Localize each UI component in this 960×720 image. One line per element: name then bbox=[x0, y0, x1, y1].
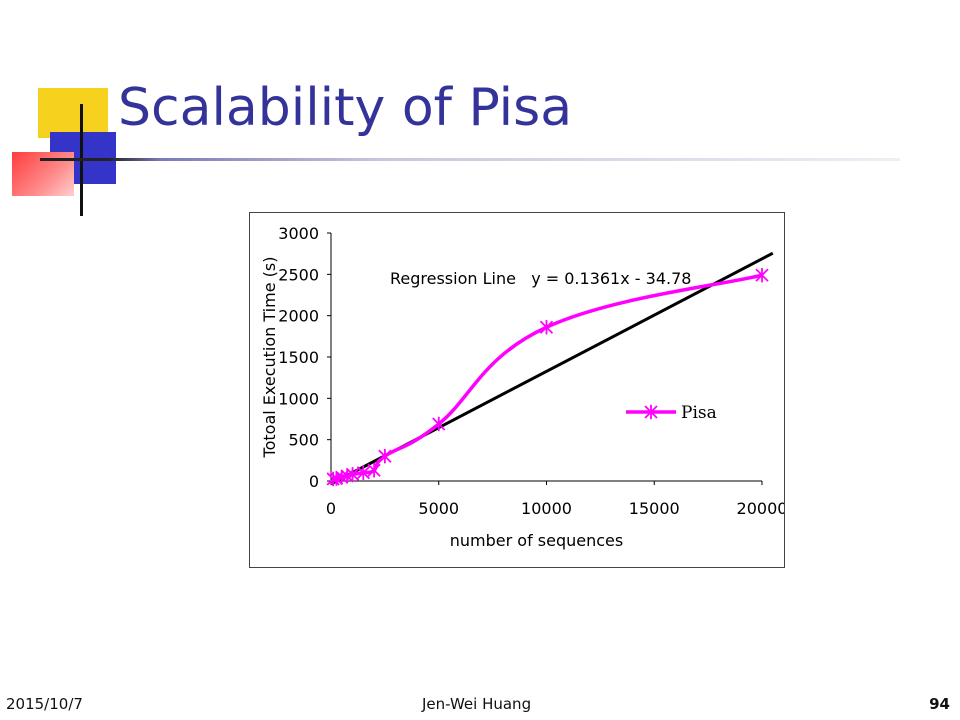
y-tick-label: 2000 bbox=[278, 307, 319, 326]
data-point bbox=[755, 267, 769, 283]
y-tick-label: 0 bbox=[309, 472, 319, 491]
y-axis-label: Totoal Execution Time (s) bbox=[260, 257, 279, 459]
data-point bbox=[367, 463, 381, 478]
data-point bbox=[356, 465, 370, 480]
x-tick-label: 0 bbox=[326, 499, 336, 518]
page-number: 94 bbox=[929, 695, 950, 713]
x-tick-label: 15000 bbox=[629, 499, 680, 518]
data-point bbox=[345, 467, 360, 482]
footer-date: 2015/10/7 bbox=[6, 695, 83, 713]
x-axis-label: number of sequences bbox=[450, 531, 623, 550]
y-tick-label: 1000 bbox=[278, 389, 319, 408]
y-tick-label: 500 bbox=[288, 431, 319, 450]
title-underline bbox=[40, 158, 900, 161]
footer-author: Jen-Wei Huang bbox=[422, 695, 532, 713]
y-tick-label: 3000 bbox=[278, 224, 319, 243]
regression-label: Regression Line y = 0.1361x - 34.78 bbox=[390, 269, 691, 288]
x-tick-label: 20000 bbox=[737, 499, 784, 518]
series-line-pisa bbox=[332, 273, 763, 481]
x-tick-label: 10000 bbox=[521, 499, 572, 518]
data-point bbox=[378, 449, 392, 464]
y-tick-label: 2500 bbox=[278, 265, 319, 284]
data-point bbox=[539, 320, 554, 335]
y-tick-label: 1500 bbox=[278, 348, 319, 367]
legend-label: Pisa bbox=[681, 403, 717, 423]
legend-marker bbox=[644, 404, 658, 420]
chart-frame: 0 500 1000 1500 2000 2500 3000 0 5000 10000 15000 2… bbox=[249, 212, 785, 568]
x-tick-label: 5000 bbox=[418, 499, 459, 518]
data-point bbox=[432, 416, 446, 432]
chart: 0 500 1000 1500 2000 2500 3000 0 5000 10000 15000 2… bbox=[260, 224, 784, 550]
accent-square-yellow bbox=[38, 88, 108, 138]
slide-title: Scalability of Pisa bbox=[118, 78, 573, 138]
